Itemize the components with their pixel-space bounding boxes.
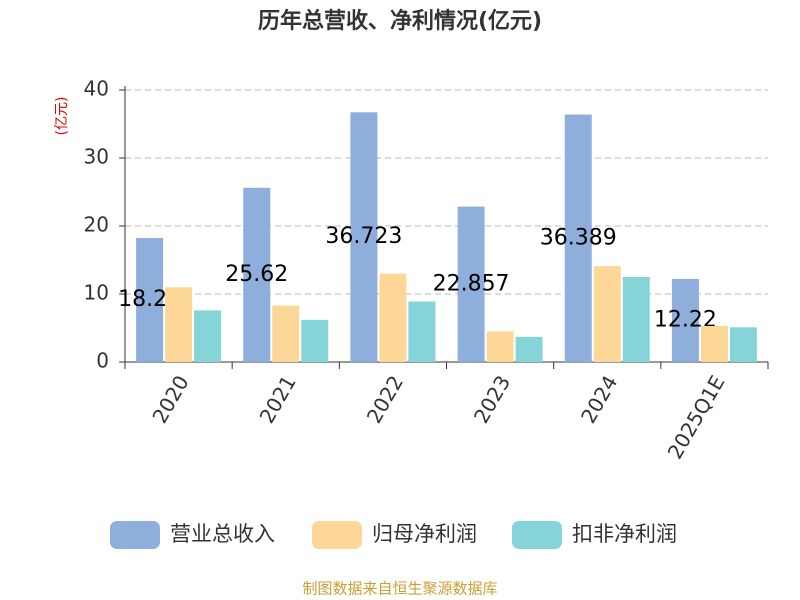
bar [515, 336, 543, 362]
y-tick-label: 20 [84, 213, 109, 237]
bar [194, 310, 222, 362]
bar [350, 112, 378, 362]
bar [457, 206, 485, 362]
bar [136, 238, 164, 362]
bar [165, 287, 193, 362]
bar [700, 325, 728, 362]
data-label: 25.62 [225, 262, 288, 287]
y-tick-label: 0 [96, 349, 109, 373]
data-label: 36.723 [325, 224, 402, 249]
bar [564, 114, 592, 362]
y-tick-label: 30 [84, 145, 109, 169]
x-tick-label: 2020 [147, 371, 193, 427]
data-label: 22.857 [433, 271, 510, 296]
x-tick-label: 2024 [576, 371, 622, 427]
legend-label: 扣非净利润 [572, 522, 677, 546]
x-tick-label: 2021 [255, 371, 301, 427]
data-label: 36.389 [540, 225, 617, 250]
y-axis-label: (亿元) [54, 97, 70, 136]
legend-swatch [312, 521, 362, 549]
legend-label: 营业总收入 [170, 522, 275, 546]
chart-title: 历年总营收、净利情况(亿元) [258, 8, 542, 34]
x-tick-label: 2022 [362, 371, 408, 427]
legend-label: 归母净利润 [372, 522, 477, 546]
x-tick-label: 2023 [469, 371, 515, 427]
bar [272, 305, 300, 362]
x-tick-label: 2025Q1E [663, 371, 730, 463]
legend-swatch [512, 521, 562, 549]
bar [243, 187, 271, 362]
bar [301, 319, 329, 362]
bar [379, 273, 407, 362]
legend-swatch [110, 521, 160, 549]
source-note: 制图数据来自恒生聚源数据库 [302, 580, 497, 598]
bar [486, 331, 514, 362]
y-tick-label: 10 [84, 281, 109, 305]
y-tick-label: 40 [84, 77, 109, 101]
bar [729, 327, 757, 362]
bar [671, 278, 699, 362]
bar [408, 301, 436, 362]
bar [622, 277, 650, 362]
bar [593, 266, 621, 362]
